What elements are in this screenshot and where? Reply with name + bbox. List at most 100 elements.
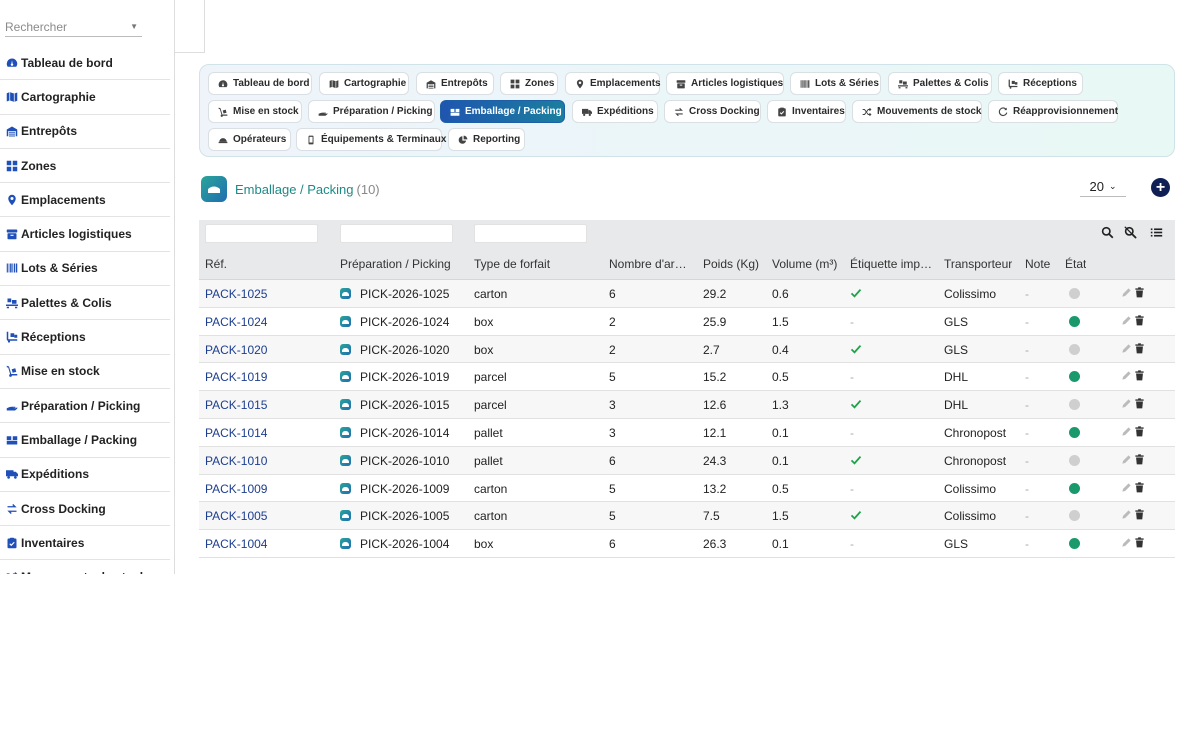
table-row[interactable]: PACK-1010 PICK-2026-1010 pallet 6 24.3 0.1 Chr… — [199, 446, 1175, 475]
tab-exp-ditions[interactable]: Expéditions — [572, 100, 658, 123]
pack-ref-link[interactable]: PACK-1014 — [205, 425, 268, 440]
pack-ref-link[interactable]: PACK-1010 — [205, 453, 268, 468]
tab-zones[interactable]: Zones — [500, 72, 558, 95]
tab-entrep-ts[interactable]: Entrepôts — [416, 72, 494, 95]
tab-emballage-packing[interactable]: Emballage / Packing — [440, 100, 565, 123]
list-view-icon[interactable] — [1150, 226, 1163, 239]
tab-inventaires[interactable]: Inventaires — [767, 100, 846, 123]
edit-icon[interactable] — [1121, 426, 1132, 440]
edit-icon[interactable] — [1121, 343, 1132, 357]
pack-ref-link[interactable]: PACK-1024 — [205, 314, 268, 329]
edit-icon[interactable] — [1121, 315, 1132, 329]
table-row[interactable]: PACK-1014 PICK-2026-1014 pallet 3 12.1 0.1 - Ch… — [199, 418, 1175, 447]
sidebar-item-tableau-de-bord[interactable]: Tableau de bord — [0, 46, 170, 81]
tab-lots-s-ries[interactable]: Lots & Séries — [790, 72, 881, 95]
column-header[interactable]: Étiquette impri... — [850, 257, 936, 271]
picking-link[interactable]: PICK-2026-1010 — [340, 454, 449, 468]
picking-link[interactable]: PICK-2026-1014 — [340, 426, 449, 440]
tab-cartographie[interactable]: Cartographie — [319, 72, 409, 95]
column-header[interactable]: Poids (Kg) — [703, 257, 760, 271]
tab-reporting[interactable]: Reporting — [448, 128, 525, 151]
delete-icon[interactable] — [1134, 370, 1145, 384]
tab-emplacements[interactable]: Emplacements — [565, 72, 661, 95]
tab-mouvements-de-stock[interactable]: Mouvements de stock — [852, 100, 982, 123]
table-row[interactable]: PACK-1009 PICK-2026-1009 carton 5 13.2 0.5 - Co… — [199, 474, 1175, 503]
sidebar-item-cross-docking[interactable]: Cross Docking — [0, 492, 170, 527]
tab-op-rateurs[interactable]: Opérateurs — [208, 128, 291, 151]
edit-icon[interactable] — [1121, 398, 1132, 412]
delete-icon[interactable] — [1134, 537, 1145, 551]
table-row[interactable]: PACK-1019 PICK-2026-1019 parcel 5 15.2 0.5 - DH… — [199, 363, 1175, 392]
picking-link[interactable]: PICK-2026-1020 — [340, 343, 449, 357]
tab-articles-logistiques[interactable]: Articles logistiques — [666, 72, 784, 95]
picking-link[interactable]: PICK-2026-1004 — [340, 537, 449, 551]
column-header[interactable]: Note — [1025, 257, 1051, 271]
delete-icon[interactable] — [1134, 454, 1145, 468]
picking-link[interactable]: PICK-2026-1005 — [340, 509, 449, 523]
tab-cross-docking[interactable]: Cross Docking — [664, 100, 761, 123]
pack-ref-link[interactable]: PACK-1015 — [205, 398, 268, 413]
picking-link[interactable]: PICK-2026-1025 — [340, 287, 449, 301]
edit-icon[interactable] — [1121, 537, 1132, 551]
tab-palettes-colis[interactable]: Palettes & Colis — [888, 72, 992, 95]
edit-icon[interactable] — [1121, 509, 1132, 523]
sidebar-item-mouvements-de-stock[interactable]: Mouvements de stock — [0, 560, 170, 574]
sidebar-item-emplacements[interactable]: Emplacements — [0, 183, 170, 218]
sidebar-search[interactable]: ▼ — [5, 18, 142, 37]
table-row[interactable]: PACK-1004 PICK-2026-1004 box 6 26.3 0.1 - GLS - — [199, 530, 1175, 558]
column-header[interactable]: État — [1065, 257, 1087, 271]
chevron-down-icon[interactable]: ▼ — [130, 22, 138, 31]
table-row[interactable]: PACK-1015 PICK-2026-1015 parcel 3 12.6 1.3 DHL… — [199, 391, 1175, 419]
delete-icon[interactable] — [1134, 481, 1145, 496]
clear-search-icon[interactable] — [1124, 226, 1137, 239]
search-input[interactable] — [5, 18, 125, 36]
delete-icon[interactable] — [1134, 426, 1145, 440]
delete-icon[interactable] — [1134, 287, 1145, 301]
pack-ref-link[interactable]: PACK-1009 — [205, 481, 268, 496]
sidebar-item-inventaires[interactable]: Inventaires — [0, 526, 170, 561]
tab-pr-paration-picking[interactable]: Préparation / Picking — [308, 100, 435, 123]
delete-icon[interactable] — [1134, 315, 1145, 329]
add-packing-button[interactable]: + — [1151, 178, 1170, 197]
table-row[interactable]: PACK-1020 PICK-2026-1020 box 2 2.7 0.4 GLS - — [199, 335, 1175, 364]
tab-r-ceptions[interactable]: Réceptions — [998, 72, 1083, 95]
filter-type-input[interactable] — [474, 224, 587, 243]
sidebar-item-palettes-colis[interactable]: Palettes & Colis — [0, 286, 170, 321]
column-header[interactable]: Nombre d'arti... — [609, 257, 689, 271]
sidebar-item-cartographie[interactable]: Cartographie — [0, 80, 170, 115]
sidebar-item-exp-ditions[interactable]: Expéditions — [0, 458, 170, 492]
edit-icon[interactable] — [1121, 454, 1132, 468]
tab-mise-en-stock[interactable]: Mise en stock — [208, 100, 302, 123]
sidebar-item-entrep-ts[interactable]: Entrepôts — [0, 115, 170, 149]
edit-icon[interactable] — [1121, 370, 1132, 384]
pack-ref-link[interactable]: PACK-1005 — [205, 509, 268, 524]
sidebar-item-zones[interactable]: Zones — [0, 149, 170, 184]
search-icon[interactable] — [1101, 226, 1114, 239]
pack-ref-link[interactable]: PACK-1025 — [205, 287, 268, 301]
sidebar-item-lots-s-ries[interactable]: Lots & Séries — [0, 252, 170, 287]
table-row[interactable]: PACK-1024 PICK-2026-1024 box 2 25.9 1.5 - GLS - — [199, 307, 1175, 336]
picking-link[interactable]: PICK-2026-1009 — [340, 482, 449, 496]
column-header[interactable]: Réf. — [205, 257, 228, 271]
sidebar-item-pr-paration-picking[interactable]: Préparation / Picking — [0, 389, 170, 424]
filter-ref-input[interactable] — [205, 224, 318, 243]
column-header[interactable]: Volume (m³) — [772, 257, 838, 271]
delete-icon[interactable] — [1134, 342, 1145, 357]
sidebar-item-r-ceptions[interactable]: Réceptions — [0, 320, 170, 355]
delete-icon[interactable] — [1134, 398, 1145, 412]
filter-picking-input[interactable] — [340, 224, 453, 243]
picking-link[interactable]: PICK-2026-1015 — [340, 398, 449, 412]
pack-ref-link[interactable]: PACK-1004 — [205, 537, 268, 552]
per-page-select[interactable]: 20 ⌄ — [1080, 177, 1126, 197]
table-row[interactable]: PACK-1025 PICK-2026-1025 carton 6 29.2 0.6 Col… — [199, 280, 1175, 308]
sidebar-item-mise-en-stock[interactable]: Mise en stock — [0, 355, 170, 389]
tab-tableau-de-bord[interactable]: Tableau de bord — [208, 72, 312, 95]
delete-icon[interactable] — [1134, 509, 1145, 523]
picking-link[interactable]: PICK-2026-1019 — [340, 370, 449, 384]
column-header[interactable]: Préparation / Picking — [340, 257, 451, 271]
picking-link[interactable]: PICK-2026-1024 — [340, 315, 449, 329]
column-header[interactable]: Type de forfait — [474, 257, 551, 271]
column-header[interactable]: Transporteur — [944, 257, 1013, 271]
table-row[interactable]: PACK-1005 PICK-2026-1005 carton 5 7.5 1.5 Coli… — [199, 502, 1175, 531]
sidebar-item-articles-logistiques[interactable]: Articles logistiques — [0, 217, 170, 252]
